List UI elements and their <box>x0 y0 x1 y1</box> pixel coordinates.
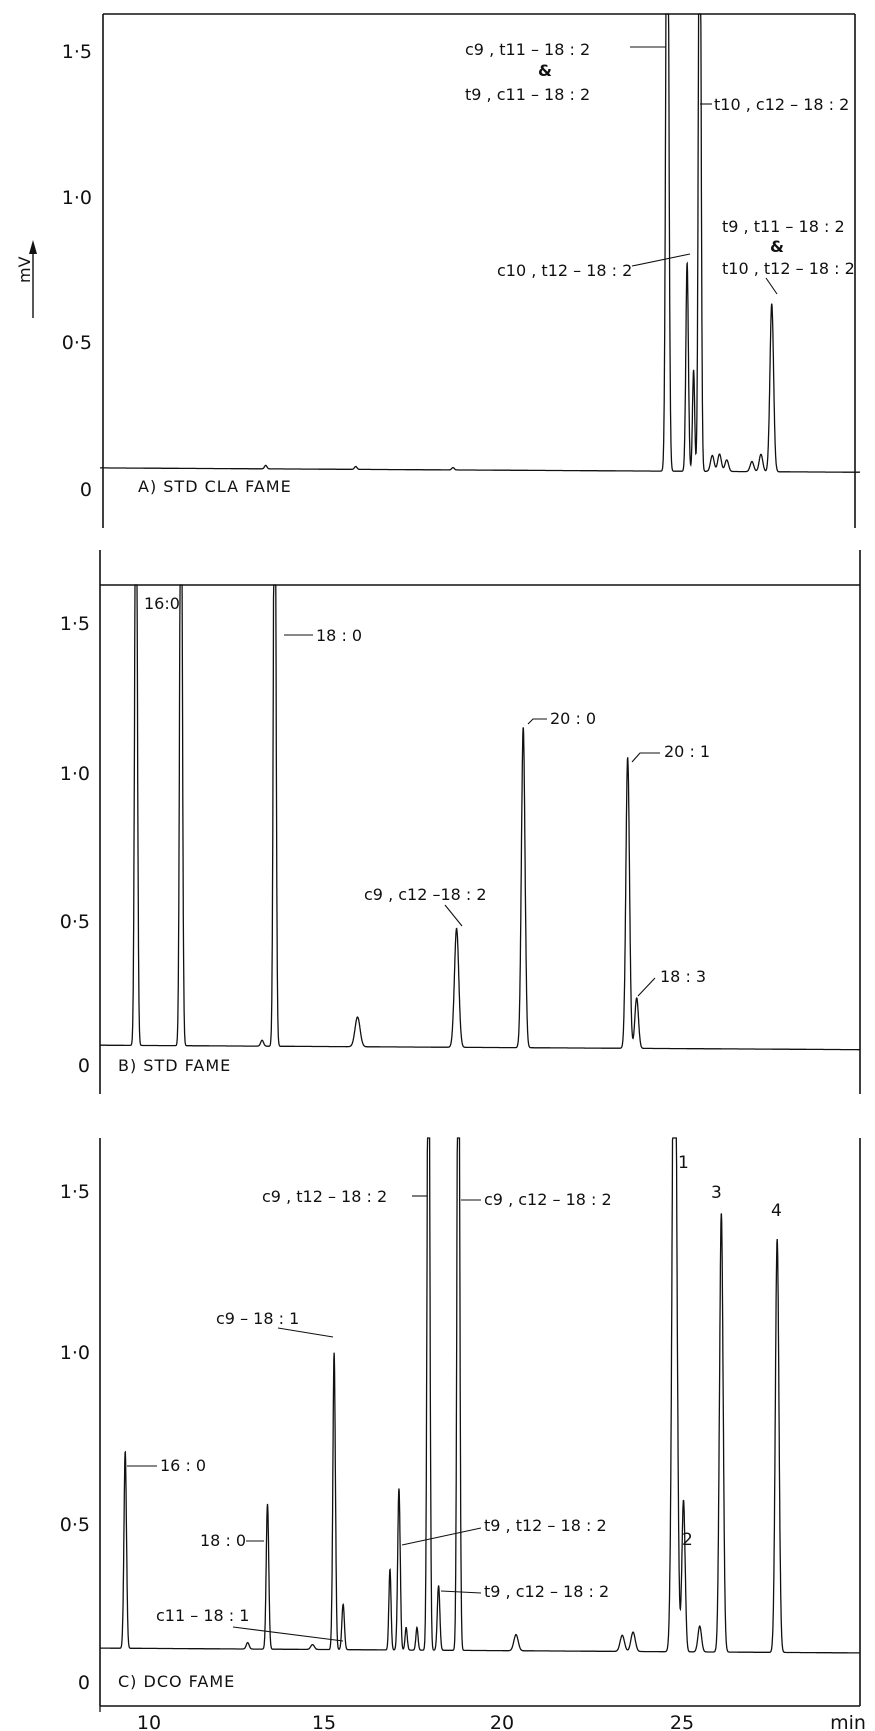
panel-c-ytick-0: 0 <box>78 1672 90 1694</box>
x-axis: 10 15 20 25 min <box>99 1706 866 1731</box>
panel-b-trace <box>100 584 860 1051</box>
label-t9-t12: t9 , t12 – 18 : 2 <box>484 1516 607 1535</box>
panel-b-annotations: 16:0 18 : 0 20 : 0 20 : 1 c9 , c12 –18 :… <box>144 594 710 997</box>
peak-label-3: 3 <box>711 1183 722 1203</box>
label-t10-c12: t10 , c12 – 18 : 2 <box>714 95 849 114</box>
label-t10-t12: t10 , t12 – 18 : 2 <box>722 259 855 278</box>
xtick-10: 10 <box>137 1712 161 1731</box>
label-c11-18-1: c11 – 18 : 1 <box>156 1606 249 1625</box>
panel-b-ytick-0: 0 <box>78 1055 90 1077</box>
label-t9-c12: t9 , c12 – 18 : 2 <box>484 1582 609 1601</box>
panel-b-ytick-1-5: 1·5 <box>60 613 90 635</box>
label-c9-c12-b: c9 , c12 –18 : 2 <box>364 885 487 904</box>
xtick-15: 15 <box>312 1712 336 1731</box>
panel-a: 0 0·5 1·0 1·5 mV c9 , t11 – 18 : 2 & t9 … <box>15 13 861 528</box>
panel-a-frame <box>102 13 856 528</box>
panel-a-ytick-1-5: 1·5 <box>62 41 92 63</box>
panel-c-ytick-1-5: 1·5 <box>60 1181 90 1203</box>
label-c10-t12: c10 , t12 – 18 : 2 <box>497 261 632 280</box>
label-amp-1: & <box>538 61 552 80</box>
y-unit-label: mV <box>15 256 34 283</box>
panel-a-label: A) STD CLA FAME <box>138 477 292 496</box>
label-t9-t11: t9 , t11 – 18 : 2 <box>722 217 845 236</box>
panel-a-ytick-0: 0 <box>80 479 92 501</box>
panel-a-trace <box>100 13 861 473</box>
label-c9-18-1: c9 – 18 : 1 <box>216 1309 299 1328</box>
panel-c-annotations: 16 : 0 18 : 0 c9 – 18 : 1 c11 – 18 : 1 c… <box>127 1153 782 1642</box>
label-t9-c11: t9 , c11 – 18 : 2 <box>465 85 590 104</box>
label-c-16-0: 16 : 0 <box>160 1456 206 1475</box>
panel-a-ytick-1-0: 1·0 <box>62 187 92 209</box>
x-unit-label: min <box>830 1712 866 1731</box>
label-c-18-0: 18 : 0 <box>200 1531 246 1550</box>
label-amp-2: & <box>770 237 784 256</box>
panel-b: 0 0·5 1·0 1·5 16:0 18 : 0 20 : 0 20 : 1 … <box>60 550 861 1094</box>
label-16-0: 16:0 <box>144 594 180 613</box>
label-c9-t12: c9 , t12 – 18 : 2 <box>262 1187 387 1206</box>
panel-a-y-unit: mV <box>15 240 37 318</box>
label-c9-c12-c: c9 , c12 – 18 : 2 <box>484 1190 612 1209</box>
label-18-3: 18 : 3 <box>660 967 706 986</box>
panel-c-frame <box>99 1138 861 1707</box>
label-c9-t11: c9 , t11 – 18 : 2 <box>465 40 590 59</box>
panel-c-trace <box>100 1137 860 1654</box>
xtick-25: 25 <box>670 1712 694 1731</box>
peak-label-4: 4 <box>771 1201 782 1221</box>
panel-c: 0 0·5 1·0 1·5 10 15 20 25 min 16 : 0 18 … <box>60 1137 866 1731</box>
xtick-20: 20 <box>490 1712 514 1731</box>
peak-label-2: 2 <box>682 1530 693 1550</box>
panel-c-label: C) DCO FAME <box>118 1672 235 1691</box>
panel-b-frame <box>99 550 861 1094</box>
label-18-0: 18 : 0 <box>316 626 362 645</box>
panel-c-ytick-1-0: 1·0 <box>60 1342 90 1364</box>
panel-c-ytick-0-5: 0·5 <box>60 1514 90 1536</box>
peak-label-1: 1 <box>678 1153 689 1173</box>
label-20-0: 20 : 0 <box>550 709 596 728</box>
panel-a-ytick-0-5: 0·5 <box>62 332 92 354</box>
panel-a-annotations: c9 , t11 – 18 : 2 & t9 , c11 – 18 : 2 t1… <box>465 40 855 295</box>
panel-b-ytick-0-5: 0·5 <box>60 911 90 933</box>
label-20-1: 20 : 1 <box>664 742 710 761</box>
panel-b-label: B) STD FAME <box>118 1056 231 1075</box>
panel-b-ytick-1-0: 1·0 <box>60 763 90 785</box>
